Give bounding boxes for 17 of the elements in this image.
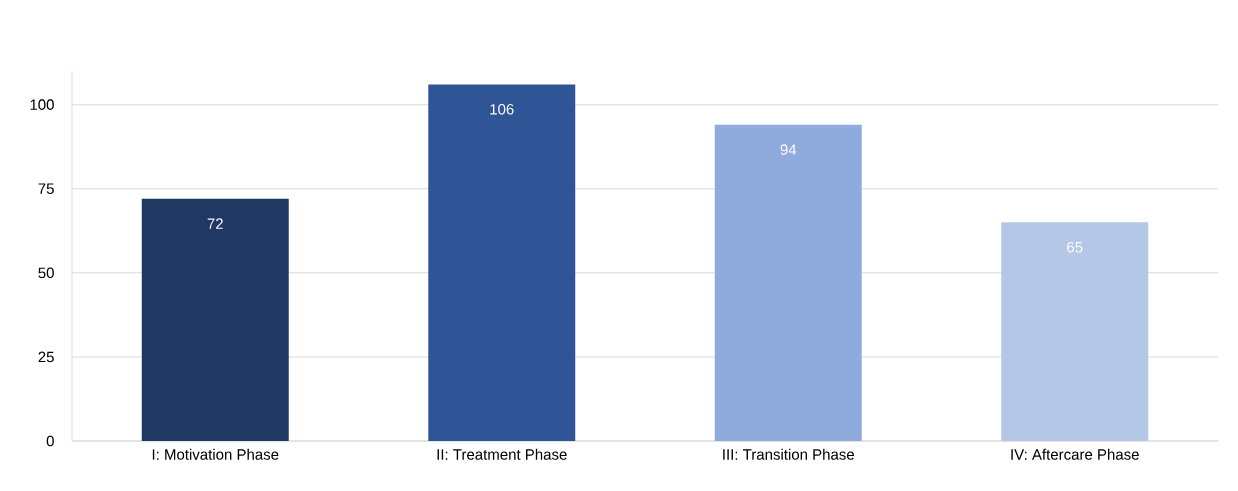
data-label: 72 [207, 218, 223, 229]
data-label: 106 [490, 103, 514, 115]
y-tick-label: 0 [46, 435, 54, 447]
bar [1001, 222, 1149, 441]
bar [714, 124, 862, 441]
x-tick-label: I: Motivation Phase [152, 448, 279, 460]
x-tick-label: II: Treatment Phase [437, 448, 567, 460]
data-label: 94 [780, 144, 797, 155]
y-tick-label: 100 [30, 99, 54, 110]
y-tick-label: 50 [38, 267, 54, 279]
x-tick-label: IV: Aftercare Phase [1011, 448, 1139, 460]
y-tick-label: 75 [38, 183, 54, 194]
x-tick-label: III: Transition Phase [723, 448, 854, 460]
y-tick-label: 25 [38, 351, 54, 363]
bar [141, 198, 289, 441]
data-label: 65 [1067, 241, 1083, 253]
bar [428, 84, 576, 441]
